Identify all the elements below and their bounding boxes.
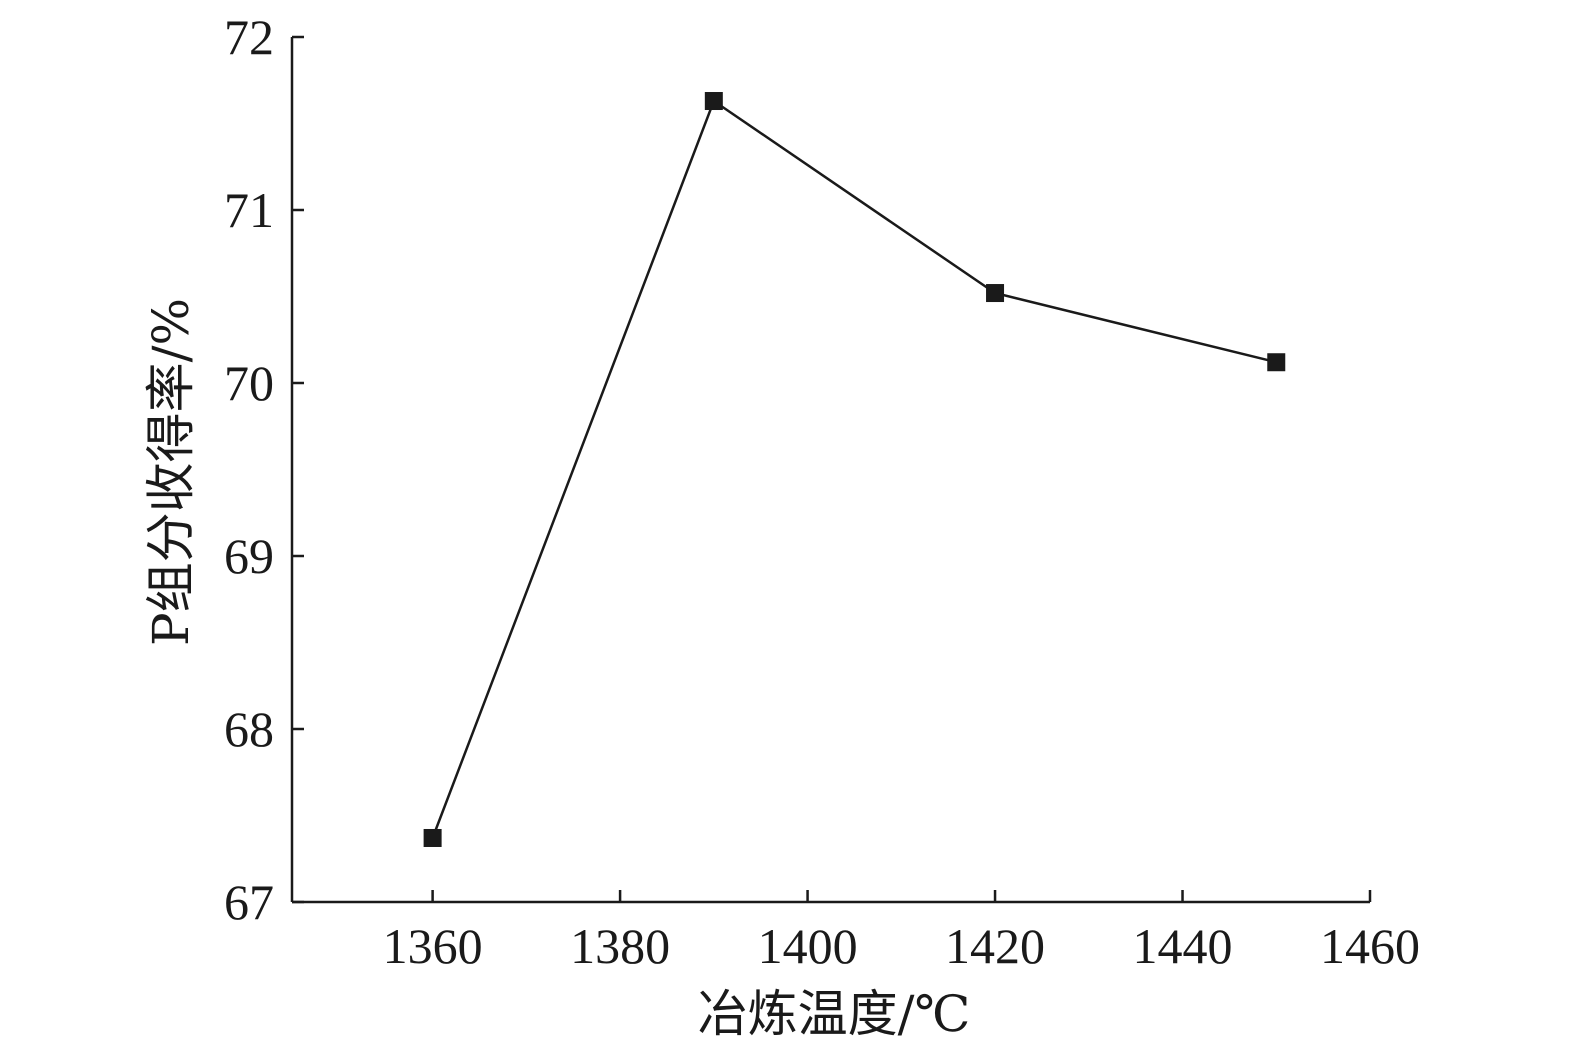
data-point: [1267, 353, 1286, 372]
y-tick-label: 71: [224, 182, 274, 238]
x-tick-label: 1460: [1320, 918, 1420, 974]
y-tick-label: 72: [224, 9, 274, 65]
x-ticks: 1360 1380 1400 1420 1440 1460: [383, 890, 1420, 974]
x-tick-label: 1400: [758, 918, 858, 974]
data-point: [986, 284, 1005, 303]
y-ticks: 67 68 69 70 71 72: [224, 9, 304, 930]
series-line: [431, 99, 1277, 839]
x-tick-label: 1420: [945, 918, 1045, 974]
y-axis-title: P组分收得率/%: [142, 298, 200, 646]
x-tick-label: 1380: [570, 918, 670, 974]
series-group: [423, 92, 1286, 847]
x-tick-label: 1440: [1133, 918, 1233, 974]
y-tick-label: 68: [224, 701, 274, 757]
y-tick-label: 67: [224, 874, 274, 930]
data-point: [423, 828, 442, 847]
x-axis-title: 冶炼温度/℃: [698, 985, 971, 1043]
y-tick-label: 70: [224, 355, 274, 411]
data-point: [704, 92, 723, 111]
y-tick-label: 69: [224, 528, 274, 584]
axes: [290, 37, 1370, 904]
x-tick-label: 1360: [383, 918, 483, 974]
